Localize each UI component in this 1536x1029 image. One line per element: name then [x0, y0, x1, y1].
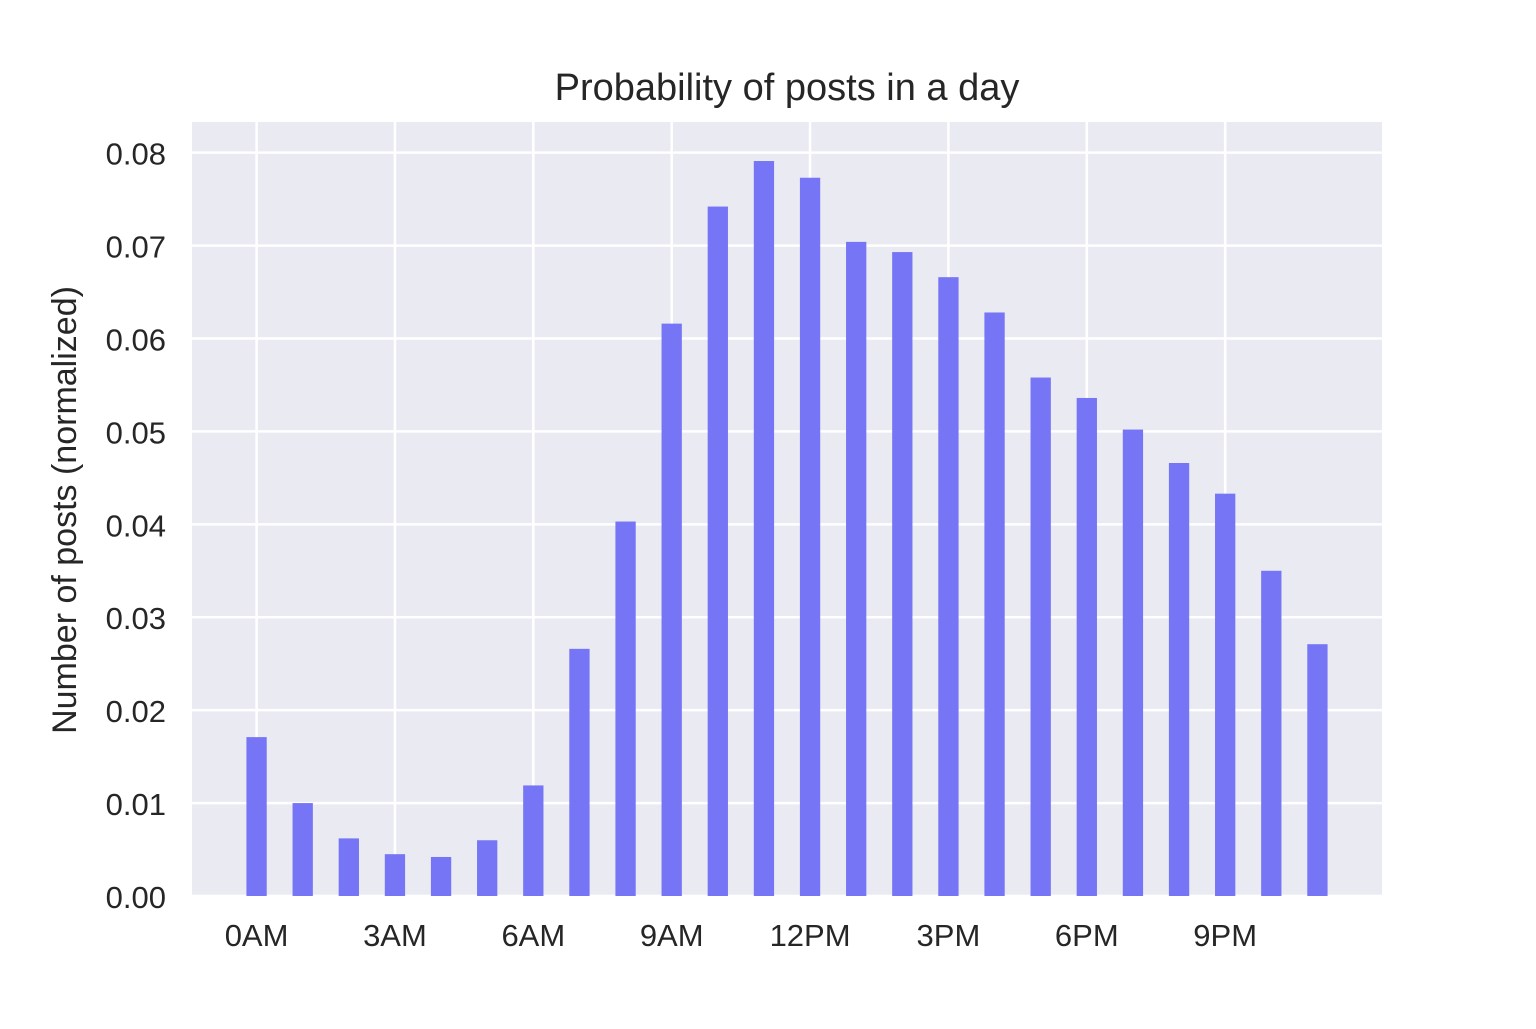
y-tick-label: 0.05: [106, 415, 166, 450]
y-axis-label: Number of posts (normalized): [46, 286, 84, 734]
y-tick-label: 0.06: [106, 322, 166, 357]
bar: [753, 161, 775, 896]
y-tick-label: 0.08: [106, 137, 166, 172]
y-axis-tick-labels: 0.00 0.01 0.02 0.03 0.04 0.05 0.06 0.07 0.08: [106, 137, 166, 915]
bar: [569, 648, 590, 896]
x-tick-label: 9AM: [640, 918, 704, 953]
y-tick-label: 0.01: [106, 787, 166, 822]
x-tick-label: 12PM: [770, 918, 851, 953]
bar: [892, 252, 913, 896]
x-tick-label: 3AM: [363, 918, 427, 953]
bar: [984, 312, 1005, 896]
y-tick-label: 0.07: [106, 230, 166, 265]
chart-title: Probability of posts in a day: [555, 67, 1020, 109]
bar: [615, 521, 636, 896]
bar: [1307, 644, 1328, 896]
x-tick-label: 3PM: [917, 918, 981, 953]
bar: [938, 277, 959, 897]
x-tick-label: 6AM: [501, 918, 565, 953]
bar: [661, 323, 682, 896]
bar: [1030, 377, 1051, 896]
bar: [292, 803, 313, 896]
x-tick-label: 6PM: [1055, 918, 1119, 953]
y-tick-label: 0.02: [106, 694, 166, 729]
x-axis-tick-labels: 0AM 3AM 6AM 9AM 12PM 3PM 6PM 9PM: [225, 918, 1257, 953]
bar: [246, 737, 267, 896]
bar: [1122, 429, 1144, 896]
bar: [1215, 493, 1236, 896]
plot-area-background: [192, 122, 1382, 896]
bar: [430, 856, 452, 896]
bar: [1261, 570, 1282, 896]
x-tick-label: 0AM: [225, 918, 289, 953]
bar: [1076, 397, 1097, 896]
bar: [523, 785, 544, 896]
bar: [846, 241, 867, 896]
y-tick-label: 0.00: [106, 880, 166, 915]
bar: [384, 854, 406, 896]
bar: [1168, 463, 1190, 896]
y-tick-label: 0.04: [106, 508, 166, 543]
bar: [799, 177, 821, 896]
x-tick-label: 9PM: [1193, 918, 1257, 953]
bar: [707, 206, 728, 896]
bar-series: [246, 161, 1328, 897]
bar: [477, 840, 498, 896]
y-tick-label: 0.03: [106, 601, 166, 636]
bar: [338, 838, 359, 896]
